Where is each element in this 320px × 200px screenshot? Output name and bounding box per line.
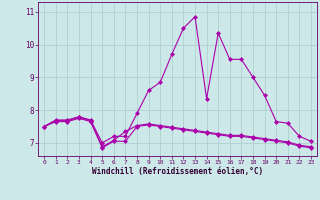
X-axis label: Windchill (Refroidissement éolien,°C): Windchill (Refroidissement éolien,°C) xyxy=(92,167,263,176)
